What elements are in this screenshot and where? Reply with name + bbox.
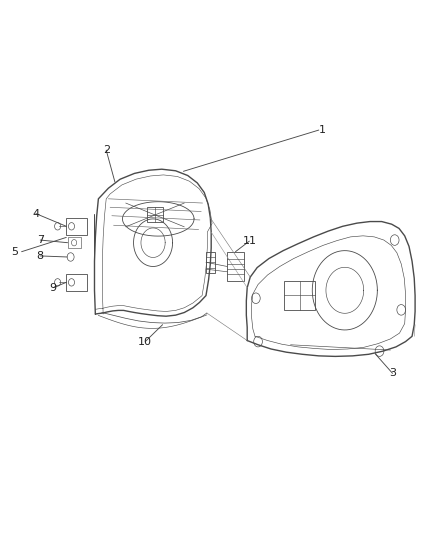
Bar bbox=[66, 274, 87, 291]
Circle shape bbox=[68, 279, 74, 286]
Text: 9: 9 bbox=[50, 282, 57, 293]
Circle shape bbox=[68, 223, 74, 230]
Text: 11: 11 bbox=[242, 236, 256, 246]
Circle shape bbox=[254, 336, 262, 347]
Text: 10: 10 bbox=[138, 337, 152, 346]
Circle shape bbox=[390, 235, 399, 245]
Text: 1: 1 bbox=[319, 125, 326, 135]
Text: 5: 5 bbox=[11, 247, 18, 257]
Bar bbox=[227, 252, 244, 281]
Text: 7: 7 bbox=[37, 235, 44, 245]
Bar bbox=[147, 207, 163, 222]
Bar bbox=[66, 218, 87, 235]
Circle shape bbox=[67, 253, 74, 261]
Bar bbox=[206, 252, 215, 273]
Text: 4: 4 bbox=[32, 208, 39, 219]
Circle shape bbox=[397, 304, 406, 315]
Circle shape bbox=[375, 346, 384, 357]
Circle shape bbox=[251, 293, 260, 303]
Circle shape bbox=[71, 239, 77, 246]
Bar bbox=[67, 237, 81, 248]
Text: 8: 8 bbox=[37, 251, 44, 261]
Text: 3: 3 bbox=[389, 368, 396, 378]
Circle shape bbox=[55, 223, 60, 230]
Text: 2: 2 bbox=[102, 145, 110, 155]
Circle shape bbox=[55, 279, 60, 286]
Bar bbox=[284, 281, 315, 310]
